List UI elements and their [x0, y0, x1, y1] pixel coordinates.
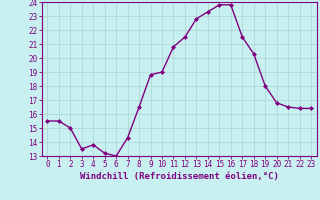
X-axis label: Windchill (Refroidissement éolien,°C): Windchill (Refroidissement éolien,°C) — [80, 172, 279, 181]
